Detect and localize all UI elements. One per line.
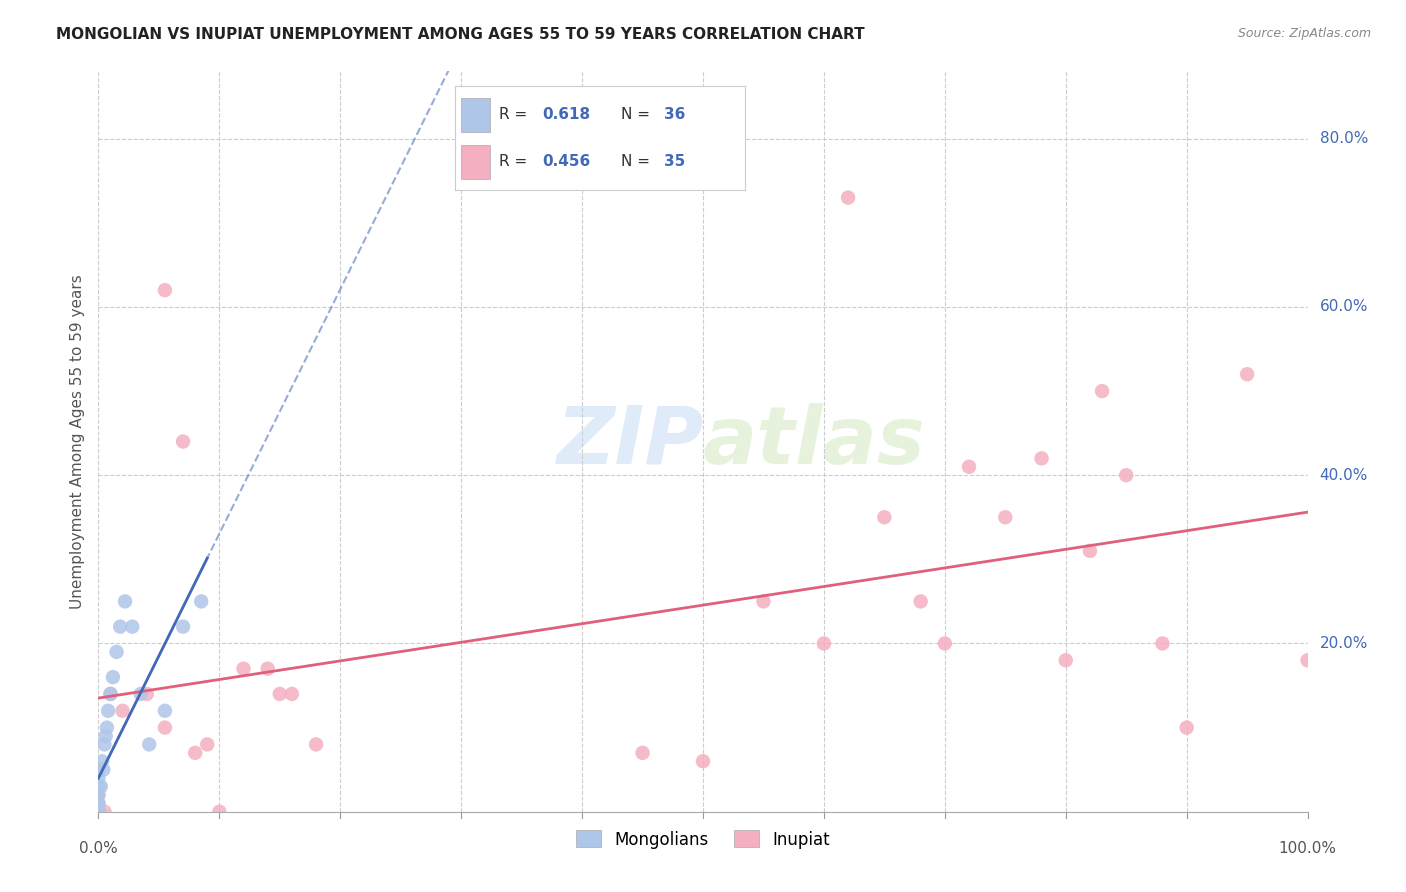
Point <box>87 788 110 802</box>
Point <box>910 594 932 608</box>
Point <box>87 805 110 819</box>
Text: 0.0%: 0.0% <box>79 841 118 856</box>
Point <box>87 805 110 819</box>
Point <box>105 645 128 659</box>
Point <box>87 805 110 819</box>
Point <box>269 687 291 701</box>
Text: MONGOLIAN VS INUPIAT UNEMPLOYMENT AMONG AGES 55 TO 59 YEARS CORRELATION CHART: MONGOLIAN VS INUPIAT UNEMPLOYMENT AMONG … <box>56 27 865 42</box>
Point <box>87 805 110 819</box>
Point <box>108 619 131 633</box>
Point <box>153 721 176 735</box>
Point <box>93 805 115 819</box>
Point <box>172 619 194 633</box>
Point <box>87 797 110 811</box>
Point <box>87 771 110 785</box>
Point <box>97 704 120 718</box>
Point <box>87 805 110 819</box>
Point <box>1054 653 1077 667</box>
Point <box>692 754 714 768</box>
Point <box>87 805 110 819</box>
Text: 60.0%: 60.0% <box>1320 300 1368 314</box>
Point <box>281 687 304 701</box>
Point <box>195 738 218 752</box>
Point <box>87 780 110 794</box>
Text: ZIP: ZIP <box>555 402 703 481</box>
Point <box>87 805 110 819</box>
Point <box>87 805 110 819</box>
Point <box>96 721 118 735</box>
Point <box>1031 451 1053 466</box>
Point <box>153 283 176 297</box>
Point <box>111 704 134 718</box>
Point <box>153 704 176 718</box>
Point <box>752 594 775 608</box>
Point <box>91 754 114 768</box>
Point <box>1091 384 1114 398</box>
Text: 20.0%: 20.0% <box>1320 636 1368 651</box>
Text: atlas: atlas <box>703 402 925 481</box>
Point <box>100 687 122 701</box>
Point <box>121 619 143 633</box>
Point <box>91 763 114 777</box>
Legend: Mongolians, Inupiat: Mongolians, Inupiat <box>569 823 837 855</box>
Point <box>1152 636 1174 650</box>
Point <box>232 662 254 676</box>
Text: 40.0%: 40.0% <box>1320 467 1368 483</box>
Y-axis label: Unemployment Among Ages 55 to 59 years: Unemployment Among Ages 55 to 59 years <box>69 274 84 609</box>
Point <box>184 746 207 760</box>
Point <box>87 797 110 811</box>
Point <box>100 687 122 701</box>
Text: 80.0%: 80.0% <box>1320 131 1368 146</box>
Point <box>172 434 194 449</box>
Point <box>873 510 896 524</box>
Point <box>1236 368 1258 382</box>
Point <box>934 636 956 650</box>
Point <box>129 687 152 701</box>
Text: 100.0%: 100.0% <box>1278 841 1337 856</box>
Point <box>87 805 110 819</box>
Point <box>93 738 115 752</box>
Point <box>90 780 112 794</box>
Point <box>256 662 278 676</box>
Point <box>837 190 859 204</box>
Point <box>190 594 212 608</box>
Point <box>94 729 117 743</box>
Point <box>135 687 157 701</box>
Point <box>138 738 160 752</box>
Point <box>631 746 654 760</box>
Point <box>1078 544 1101 558</box>
Point <box>957 459 980 474</box>
Text: Source: ZipAtlas.com: Source: ZipAtlas.com <box>1237 27 1371 40</box>
Point <box>87 805 110 819</box>
Point <box>87 763 110 777</box>
Point <box>87 805 110 819</box>
Point <box>208 805 231 819</box>
Point <box>87 805 110 819</box>
Point <box>813 636 835 650</box>
Point <box>1296 653 1319 667</box>
Point <box>994 510 1017 524</box>
Point <box>101 670 124 684</box>
Point <box>87 788 110 802</box>
Point <box>1115 468 1137 483</box>
Point <box>305 738 328 752</box>
Point <box>1175 721 1198 735</box>
Point <box>114 594 136 608</box>
